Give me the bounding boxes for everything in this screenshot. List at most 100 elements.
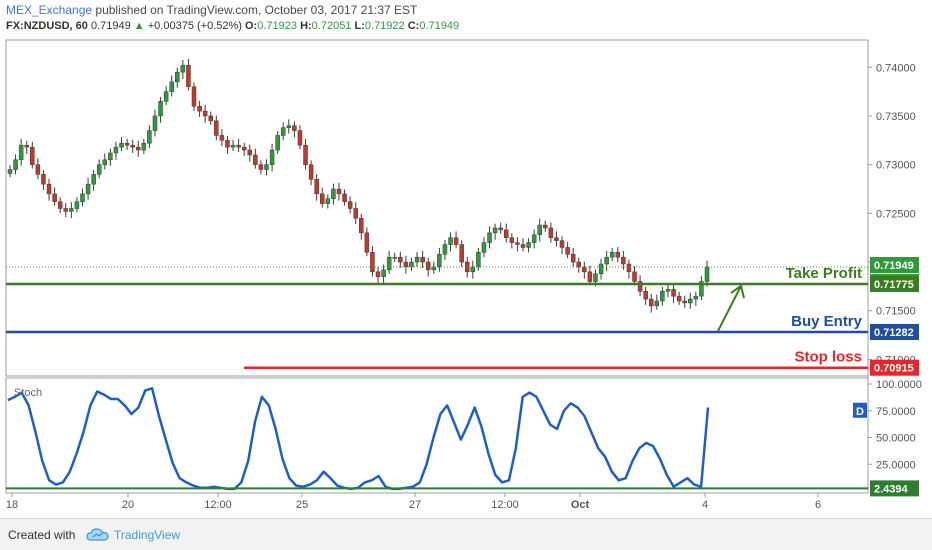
candle-down[interactable] bbox=[370, 252, 375, 273]
candle-up[interactable] bbox=[230, 144, 236, 148]
chart-area[interactable]: 0.740000.735000.730000.725000.720000.715… bbox=[0, 38, 932, 518]
candle-down[interactable] bbox=[359, 217, 364, 234]
candle-up[interactable] bbox=[598, 263, 604, 274]
candle-down[interactable] bbox=[648, 298, 654, 307]
candle-up[interactable] bbox=[74, 201, 80, 209]
candle-up[interactable] bbox=[69, 208, 74, 212]
candle-down[interactable] bbox=[247, 149, 253, 156]
candle-down[interactable] bbox=[559, 240, 565, 248]
candle-up[interactable] bbox=[654, 300, 660, 307]
candle-down[interactable] bbox=[459, 244, 464, 263]
candle-down[interactable] bbox=[308, 164, 314, 180]
candle-down[interactable] bbox=[498, 227, 503, 231]
candle-down[interactable] bbox=[420, 256, 425, 263]
candle-down[interactable] bbox=[320, 193, 325, 204]
candle-up[interactable] bbox=[158, 101, 163, 117]
candle-down[interactable] bbox=[504, 229, 509, 238]
candle-up[interactable] bbox=[119, 142, 124, 148]
candle-up[interactable] bbox=[437, 254, 442, 268]
candle-up[interactable] bbox=[593, 273, 598, 282]
candle-down[interactable] bbox=[453, 237, 459, 245]
candle-up[interactable] bbox=[476, 252, 481, 268]
candle-up[interactable] bbox=[269, 149, 275, 165]
candle-up[interactable] bbox=[414, 256, 420, 263]
candle-up[interactable] bbox=[325, 198, 331, 204]
candle-up[interactable] bbox=[409, 261, 414, 268]
candle-up[interactable] bbox=[442, 244, 448, 255]
candle-up[interactable] bbox=[152, 115, 158, 131]
candle-down[interactable] bbox=[587, 271, 593, 282]
candle-down[interactable] bbox=[214, 120, 219, 136]
candle-down[interactable] bbox=[236, 144, 241, 148]
candle-up[interactable] bbox=[704, 266, 710, 282]
candle-down[interactable] bbox=[41, 174, 46, 185]
candle-down[interactable] bbox=[676, 295, 682, 302]
candle-down[interactable] bbox=[643, 291, 648, 300]
candle-up[interactable] bbox=[113, 146, 119, 154]
candle-up[interactable] bbox=[163, 91, 169, 102]
candle-down[interactable] bbox=[24, 144, 29, 148]
candle-down[interactable] bbox=[225, 140, 230, 148]
candle-down[interactable] bbox=[63, 208, 69, 212]
candle-up[interactable] bbox=[526, 242, 531, 248]
candle-up[interactable] bbox=[147, 130, 152, 144]
candle-up[interactable] bbox=[80, 193, 85, 202]
candle-down[interactable] bbox=[554, 237, 559, 241]
candle-down[interactable] bbox=[52, 193, 57, 202]
candle-down[interactable] bbox=[258, 164, 264, 170]
tradingview-brand[interactable]: TradingView bbox=[114, 528, 181, 542]
candle-up[interactable] bbox=[381, 269, 386, 277]
candle-up[interactable] bbox=[492, 227, 498, 234]
candle-up[interactable] bbox=[275, 135, 280, 151]
candle-up[interactable] bbox=[431, 266, 437, 271]
candle-up[interactable] bbox=[108, 152, 113, 161]
candle-down[interactable] bbox=[57, 201, 63, 209]
candle-up[interactable] bbox=[286, 125, 292, 128]
candle-down[interactable] bbox=[124, 142, 130, 146]
candle-up[interactable] bbox=[386, 256, 392, 271]
candle-up[interactable] bbox=[609, 252, 615, 258]
candle-down[interactable] bbox=[130, 144, 135, 148]
candle-up[interactable] bbox=[693, 295, 699, 300]
publisher-link[interactable]: MEX_Exchange bbox=[6, 3, 93, 17]
candle-up[interactable] bbox=[660, 291, 665, 302]
candle-up[interactable] bbox=[280, 127, 286, 136]
candle-up[interactable] bbox=[470, 266, 476, 273]
candle-down[interactable] bbox=[543, 224, 548, 229]
candle-down[interactable] bbox=[509, 237, 515, 243]
candle-up[interactable] bbox=[448, 237, 453, 245]
candle-down[interactable] bbox=[582, 266, 587, 273]
candle-down[interactable] bbox=[208, 115, 213, 122]
candle-up[interactable] bbox=[699, 281, 704, 297]
candle-down[interactable] bbox=[35, 164, 41, 175]
stoch-pane[interactable] bbox=[5, 377, 869, 494]
candle-down[interactable] bbox=[403, 261, 409, 268]
candle-down[interactable] bbox=[548, 227, 554, 238]
candle-up[interactable] bbox=[96, 164, 102, 175]
candle-up[interactable] bbox=[487, 232, 492, 243]
candle-up[interactable] bbox=[264, 164, 269, 170]
candle-down[interactable] bbox=[197, 105, 202, 112]
candle-down[interactable] bbox=[314, 179, 319, 195]
candle-down[interactable] bbox=[219, 135, 225, 141]
candle-down[interactable] bbox=[46, 183, 52, 195]
candle-up[interactable] bbox=[13, 159, 18, 170]
candle-down[interactable] bbox=[347, 201, 353, 209]
candle-down[interactable] bbox=[202, 110, 208, 117]
candle-up[interactable] bbox=[18, 144, 24, 161]
candle-down[interactable] bbox=[621, 256, 626, 265]
candle-up[interactable] bbox=[331, 188, 336, 199]
candle-up[interactable] bbox=[102, 159, 108, 165]
candle-down[interactable] bbox=[565, 247, 570, 255]
candle-up[interactable] bbox=[665, 289, 671, 292]
tradingview-cloud-icon[interactable] bbox=[86, 527, 110, 543]
candle-down[interactable] bbox=[570, 254, 576, 263]
price-pane[interactable] bbox=[5, 39, 869, 377]
candle-down[interactable] bbox=[682, 300, 687, 304]
candle-down[interactable] bbox=[398, 256, 403, 263]
candle-up[interactable] bbox=[531, 234, 537, 243]
candle-down[interactable] bbox=[135, 146, 141, 151]
candle-up[interactable] bbox=[91, 174, 96, 185]
candle-down[interactable] bbox=[515, 242, 520, 245]
candle-up[interactable] bbox=[7, 169, 13, 174]
